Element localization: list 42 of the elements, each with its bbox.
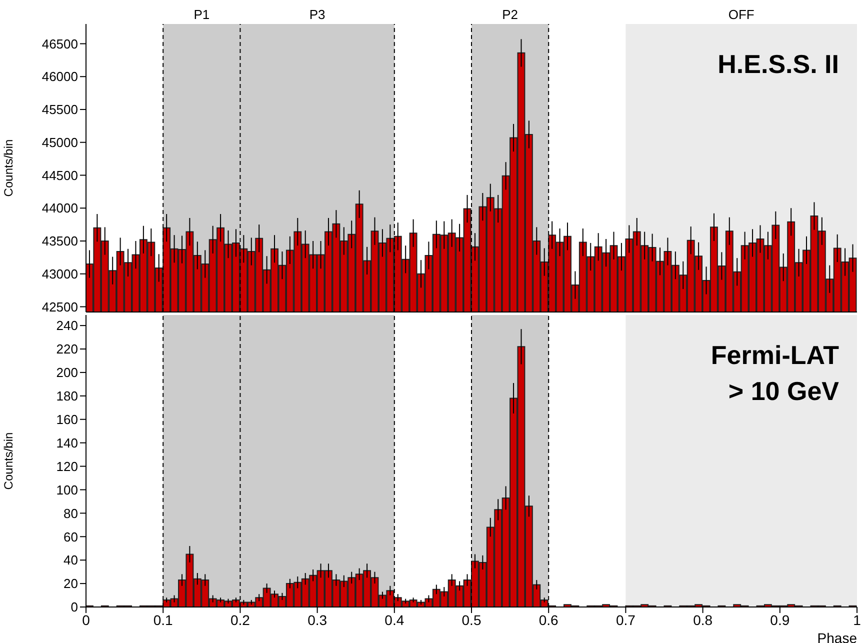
y-tick-label: 140 (56, 435, 78, 450)
y-tick-label: 80 (64, 506, 78, 521)
annotation: H.E.S.S. II (718, 48, 839, 81)
x-tick-label: 0.7 (616, 612, 636, 628)
x-tick-label: 0 (82, 612, 90, 628)
y-tick-label: 46000 (42, 69, 78, 84)
y-tick-label: 200 (56, 365, 78, 380)
y-tick-label: 220 (56, 342, 78, 357)
x-axis-title: Phase (817, 630, 858, 643)
y-tick-label: 42500 (42, 299, 78, 314)
y-tick-label: 160 (56, 412, 78, 427)
y-tick-label: 46500 (42, 36, 78, 52)
y-tick-label: 45000 (42, 134, 78, 150)
band-label: P3 (309, 7, 326, 22)
x-tick-label: 0.9 (770, 612, 790, 628)
y-tick-label: 45500 (42, 102, 78, 118)
x-tick-label: 0.1 (153, 612, 174, 628)
y-tick-label: 44500 (42, 168, 78, 183)
y-tick-label: 100 (56, 482, 78, 498)
x-tick-label: 0.6 (538, 612, 559, 628)
y-axis-title: Counts/bin (1, 432, 16, 490)
y-tick-label: 120 (56, 458, 78, 474)
x-tick-label: 0.5 (462, 612, 482, 628)
y-axis-title: Counts/bin (1, 139, 16, 197)
band-label: P2 (502, 7, 518, 22)
y-tick-label: 20 (64, 576, 78, 592)
y-tick-label: 43000 (42, 266, 78, 282)
y-tick-label: 44000 (42, 200, 78, 216)
x-tick-label: 0.2 (230, 612, 250, 628)
band-label: P1 (194, 7, 210, 22)
x-tick-label: 0.8 (693, 612, 713, 628)
y-tick-label: 0 (70, 600, 78, 615)
band-label: OFF (728, 7, 754, 22)
y-tick-label: 43500 (42, 234, 78, 249)
y-tick-label: 60 (64, 529, 78, 544)
y-tick-label: 40 (64, 552, 78, 568)
x-tick-label: 1 (853, 612, 862, 628)
x-tick-label: 0.3 (308, 612, 328, 628)
x-tick-label: 0.4 (384, 612, 404, 628)
y-tick-label: 240 (56, 318, 78, 334)
y-tick-label: 180 (56, 388, 78, 404)
annotation: Fermi-LAT > 10 GeV (710, 339, 839, 408)
